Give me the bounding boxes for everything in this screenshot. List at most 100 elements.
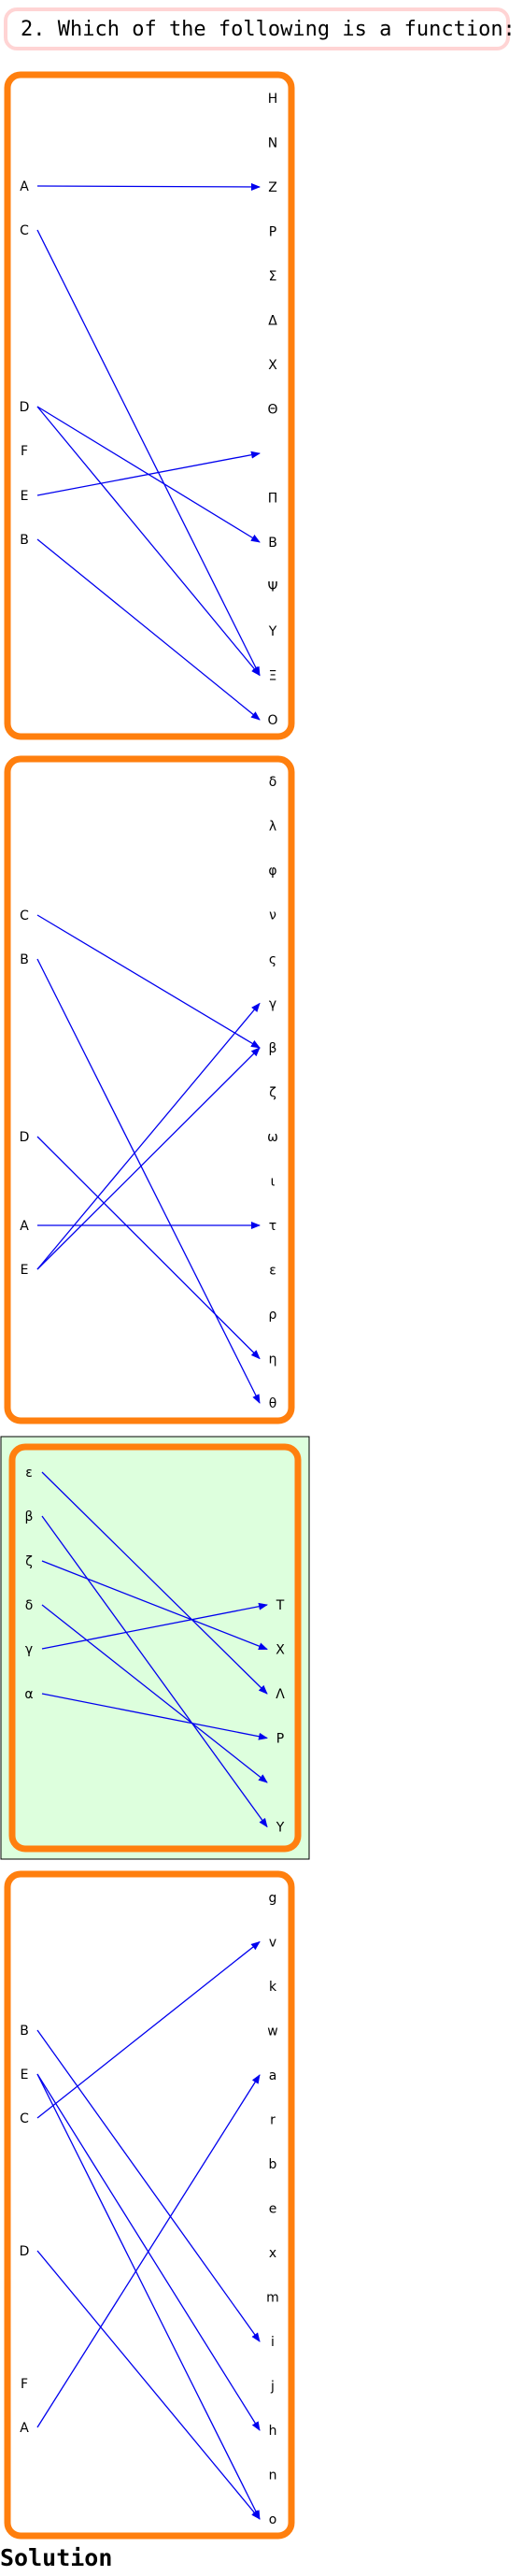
option-4-codomain-label: r xyxy=(270,2113,276,2128)
option-4-domain-label: C xyxy=(20,2111,29,2126)
option-1-mapping-arrow xyxy=(36,538,261,721)
option-4-codomain-label: k xyxy=(269,1980,277,1995)
option-2-codomain-label: λ xyxy=(269,820,276,835)
option-2-codomain-label: δ xyxy=(269,775,277,790)
option-4-codomain-label: v xyxy=(269,1936,276,1951)
option-4-mapping-arrow xyxy=(36,2074,261,2428)
option-1-codomain-label: Δ xyxy=(268,314,277,329)
option-4-mapping-arrow xyxy=(36,2029,261,2342)
option-3-domain-label: ζ xyxy=(25,1554,33,1569)
option-2-domain-label: B xyxy=(20,952,29,967)
option-4-domain-label: E xyxy=(21,2068,29,2082)
option-2-codomain-label: ι xyxy=(271,1175,276,1190)
option-1-codomain-label: Π xyxy=(268,492,278,507)
solution-heading: Solution xyxy=(0,2544,113,2571)
option-4-codomain-label: i xyxy=(271,2335,275,2350)
option-4-domain-label: D xyxy=(20,2244,30,2259)
option-1-codomain-label: N xyxy=(268,136,277,151)
option-4-codomain-label: o xyxy=(269,2512,277,2527)
option-2-codomain-label: ς xyxy=(269,952,276,967)
question-prompt: 2. Which of the following is a function: xyxy=(4,7,516,50)
option-4-codomain-label: h xyxy=(269,2424,277,2439)
option-4-codomain-label: j xyxy=(270,2380,275,2395)
answer-highlight-3 xyxy=(0,1436,310,1860)
option-2-codomain-label: ν xyxy=(269,909,276,923)
option-2-codomain-label: φ xyxy=(268,864,276,879)
option-3-codomain-label: X xyxy=(276,1643,285,1658)
option-4-mapping-arrow xyxy=(36,1940,261,2119)
option-3-domain-label: γ xyxy=(25,1642,33,1657)
option-2-codomain-label: γ xyxy=(269,997,276,1012)
option-4-domain-label: A xyxy=(20,2421,29,2436)
option-1-codomain-label: Ξ xyxy=(269,669,277,684)
option-3-domain-label: ε xyxy=(25,1466,33,1481)
option-2-codomain-label: ω xyxy=(267,1130,278,1145)
option-2-codomain-label: τ xyxy=(269,1219,276,1234)
option-2-mapping-arrow xyxy=(36,1047,261,1270)
option-3-mapping-arrow xyxy=(41,1560,268,1651)
option-3-domain-label: α xyxy=(24,1687,33,1702)
option-4-codomain-label: x xyxy=(269,2246,276,2261)
option-3-domain-label: β xyxy=(25,1510,34,1524)
option-3-mapping-arrow xyxy=(41,1515,268,1828)
option-3-domain-label: δ xyxy=(25,1598,34,1613)
option-1-domain-label: A xyxy=(20,179,29,194)
option-4-domain-label: B xyxy=(20,2024,29,2039)
option-2-codomain-label: β xyxy=(269,1041,277,1056)
option-1-mapping-arrow xyxy=(36,406,261,677)
option-1-mapping-arrow xyxy=(36,229,261,677)
option-2-codomain-label: ε xyxy=(269,1264,276,1279)
option-3-codomain-label: P xyxy=(276,1732,284,1747)
option-1-domain-label: B xyxy=(20,533,29,548)
option-1-mapping-arrow xyxy=(36,451,261,496)
option-1-mapping-arrow xyxy=(36,182,261,191)
option-4-codomain-label: e xyxy=(269,2202,277,2217)
option-2-mapping-arrow xyxy=(36,914,261,1049)
option-4-domain-label: F xyxy=(21,2377,28,2392)
option-4-codomain-label: w xyxy=(267,2025,277,2039)
option-3-frame xyxy=(8,1443,302,1853)
option-1-domain-label: D xyxy=(20,400,30,415)
option-4-codomain-label: n xyxy=(269,2469,277,2483)
option-4-mapping-arrow xyxy=(36,2073,261,2520)
option-4-frame xyxy=(4,1870,295,2540)
option-1-domain-label: F xyxy=(21,444,28,459)
option-2-mapping-arrow xyxy=(36,1002,261,1270)
option-2-codomain-label: ρ xyxy=(269,1308,277,1323)
option-1-codomain-label: Ψ xyxy=(267,580,277,595)
option-2-domain-label: A xyxy=(20,1219,29,1234)
option-2-frame xyxy=(4,755,295,1424)
option-3-codomain-label: Λ xyxy=(276,1687,285,1702)
option-1-codomain-label: H xyxy=(268,92,278,107)
option-3-mapping-arrow xyxy=(41,1693,268,1740)
option-2-domain-label: E xyxy=(21,1263,29,1278)
option-1-domain-label: E xyxy=(21,489,29,504)
option-3-mapping-arrow xyxy=(41,1471,268,1695)
option-3-mapping-arrow xyxy=(41,1604,268,1783)
option-1-domain-label: C xyxy=(20,223,29,238)
option-1-codomain-label: Σ xyxy=(269,269,277,284)
option-1-codomain-label: B xyxy=(268,536,277,551)
option-1-codomain-label: Z xyxy=(268,180,277,195)
option-2-domain-label: C xyxy=(20,909,29,923)
option-3-mapping-arrow xyxy=(41,1602,268,1650)
option-2-mapping-arrow xyxy=(36,1136,261,1360)
option-4-codomain-label: a xyxy=(269,2068,277,2083)
option-2-codomain-label: η xyxy=(269,1352,277,1367)
option-1-frame xyxy=(4,71,295,740)
option-4-codomain-label: b xyxy=(269,2157,277,2172)
option-1-codomain-label: P xyxy=(269,225,276,240)
option-1-codomain-label: X xyxy=(268,358,277,373)
option-2-codomain-label: θ xyxy=(269,1396,277,1411)
option-3-codomain-label: T xyxy=(276,1598,285,1613)
option-2-domain-label: D xyxy=(20,1130,30,1145)
option-2-mapping-arrow xyxy=(36,958,261,1404)
option-1-codomain-label: Y xyxy=(268,624,277,639)
option-4-codomain-label: m xyxy=(266,2291,279,2306)
option-3-codomain-label: Y xyxy=(276,1821,285,1836)
option-4-codomain-label: g xyxy=(269,1891,277,1906)
option-2-codomain-label: ζ xyxy=(269,1086,276,1101)
option-4-mapping-arrow xyxy=(36,2250,261,2520)
option-1-codomain-label: Θ xyxy=(267,403,277,418)
